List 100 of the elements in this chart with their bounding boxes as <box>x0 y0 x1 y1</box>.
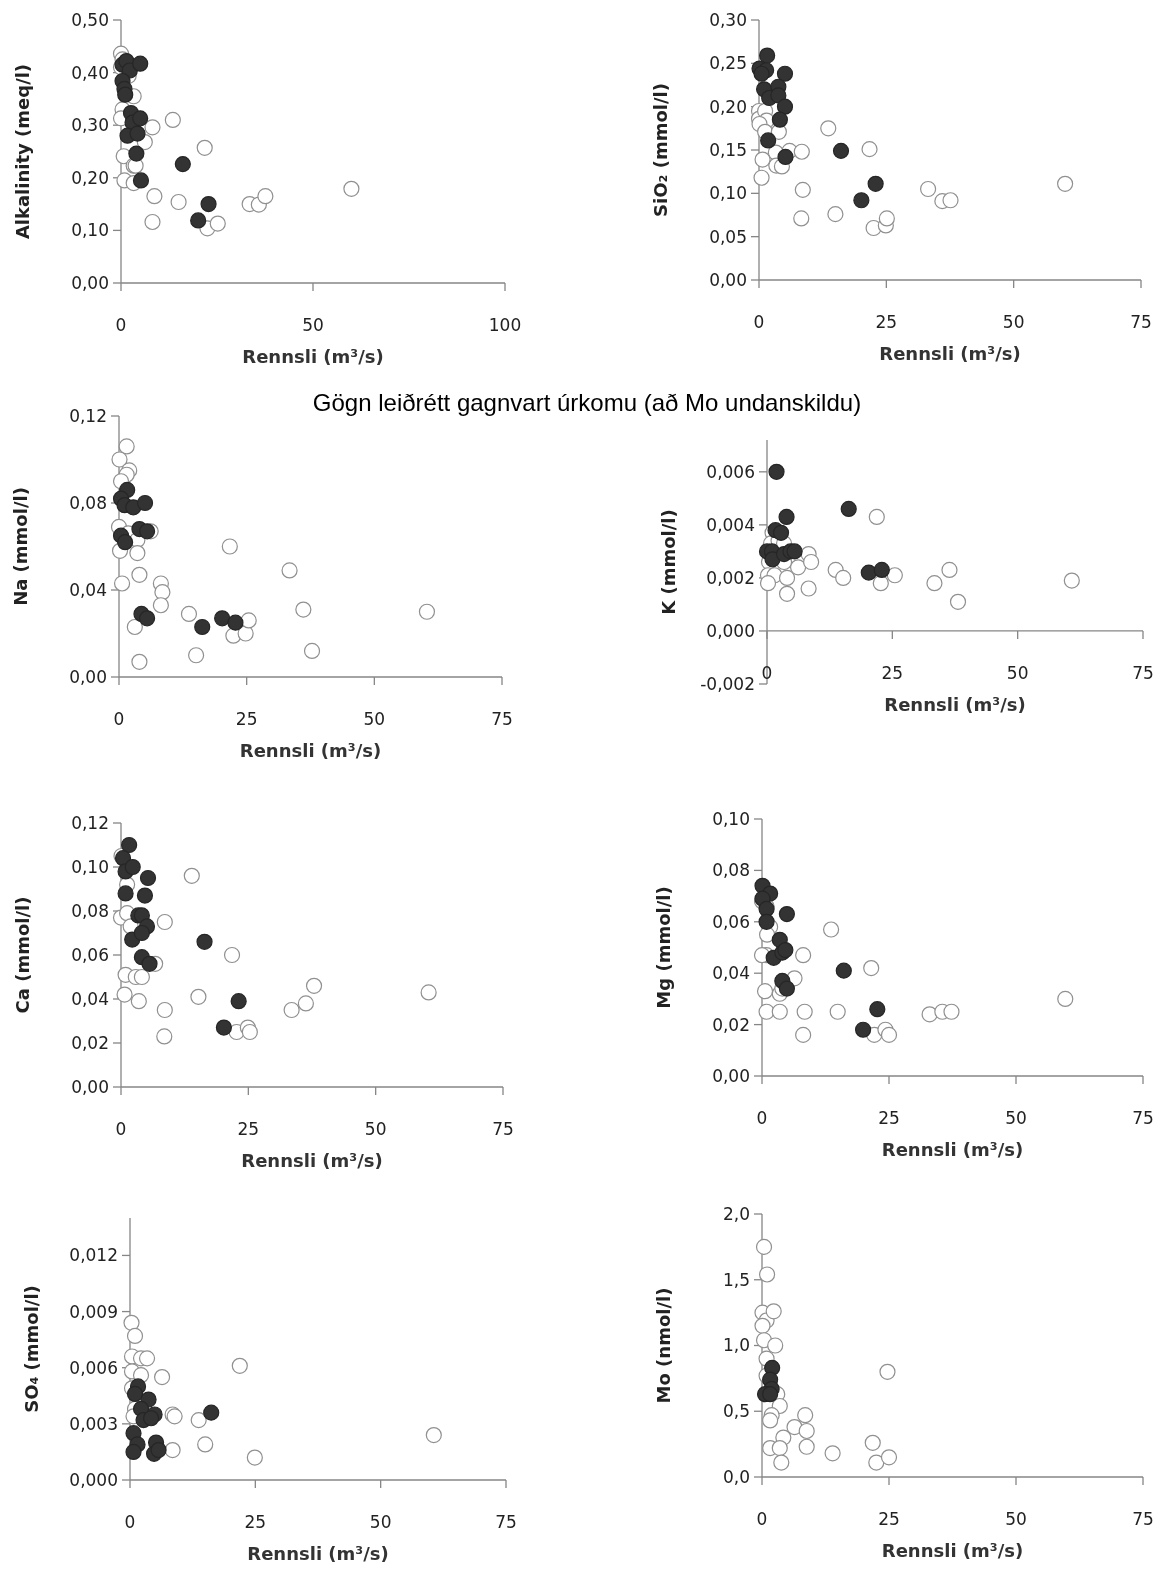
y-tick-label: 0,04 <box>712 963 750 984</box>
point <box>772 524 790 541</box>
y-tick-label: 0,25 <box>709 53 747 74</box>
point <box>1057 990 1074 1007</box>
x-tick-label: 50 <box>364 1119 387 1139</box>
y-axis-title: SO₄ (mmol/l) <box>21 1285 42 1413</box>
point <box>144 119 161 136</box>
point <box>131 566 148 583</box>
point <box>926 575 943 592</box>
point <box>305 977 323 994</box>
y-tick-label: 0,0 <box>722 1466 750 1487</box>
y-tick-label: 2,0 <box>722 1203 750 1224</box>
point <box>835 569 852 587</box>
point <box>196 139 213 156</box>
y-tick-label: 0,12 <box>71 812 109 833</box>
point <box>223 946 241 964</box>
y-tick-label: 0,04 <box>71 988 109 1009</box>
point <box>190 988 207 1005</box>
point <box>197 1436 214 1453</box>
x-tick-label: 25 <box>244 1512 267 1532</box>
y-tick-label: 0,20 <box>709 96 747 117</box>
x-tick-label: 0 <box>753 312 765 332</box>
point <box>878 210 895 227</box>
point <box>762 1386 779 1403</box>
point <box>920 180 937 198</box>
point <box>144 213 161 231</box>
x-tick-label: 75 <box>1132 662 1154 683</box>
x-tick-label: 0 <box>761 662 773 683</box>
point <box>240 612 257 629</box>
x-tick-label: 75 <box>491 709 513 729</box>
x-tick-label: 25 <box>881 662 904 683</box>
point <box>778 585 796 602</box>
point <box>794 181 811 198</box>
y-tick-label: 0,10 <box>71 856 109 877</box>
point <box>800 580 817 597</box>
point <box>767 1337 784 1354</box>
point <box>131 653 148 670</box>
point <box>753 65 770 82</box>
x-tick-label: 0 <box>115 1119 127 1139</box>
y-tick-label: 0,10 <box>71 220 109 241</box>
y-axis-title: Alkalinity (meq/l) <box>12 63 33 240</box>
point <box>754 1317 771 1334</box>
point <box>129 544 146 562</box>
point <box>214 610 231 627</box>
x-tick-label: 0 <box>756 1108 768 1128</box>
point <box>303 642 321 659</box>
point <box>824 1445 841 1462</box>
point <box>756 983 774 1000</box>
point <box>257 188 274 205</box>
point <box>418 603 436 620</box>
x-tick-label: 50 <box>363 709 386 729</box>
point <box>190 212 207 229</box>
x-tick-label: 0 <box>756 1509 768 1529</box>
point <box>768 463 785 480</box>
point <box>153 1368 171 1386</box>
point <box>154 584 171 601</box>
x-tick-label: 50 <box>1005 1509 1027 1529</box>
point <box>880 1449 898 1466</box>
point <box>789 559 807 576</box>
x-tick-label: 0 <box>124 1512 136 1532</box>
point <box>420 984 437 1001</box>
point <box>190 1412 207 1429</box>
y-tick-label: 0,30 <box>71 115 109 136</box>
point <box>753 169 770 186</box>
point <box>170 193 187 211</box>
point <box>778 980 795 997</box>
y-tick-label: 0,05 <box>709 226 747 247</box>
point <box>138 523 156 540</box>
x-tick-label: 25 <box>237 1119 260 1139</box>
y-axis-title: K (mmol/l) <box>658 509 679 615</box>
x-axis-title: Rennsli (m³/s) <box>247 1543 389 1564</box>
y-tick-label: 0,002 <box>706 567 755 588</box>
point <box>227 614 244 631</box>
x-tick-label: 50 <box>1006 662 1029 683</box>
point <box>1057 175 1074 192</box>
y-tick-label: 1,5 <box>722 1269 750 1290</box>
point <box>942 192 959 209</box>
point <box>771 111 788 128</box>
y-tick-label: 0,006 <box>69 1357 118 1378</box>
point <box>174 156 191 173</box>
x-axis-title: Rennsli (m³/s) <box>879 343 1021 364</box>
point <box>215 1019 232 1036</box>
point <box>776 65 794 82</box>
point <box>117 534 134 551</box>
x-axis-title: Rennsli (m³/s) <box>881 1139 1024 1160</box>
point <box>241 1023 258 1041</box>
y-tick-label: 0,08 <box>71 900 109 921</box>
point <box>164 1441 181 1459</box>
point <box>283 1001 300 1019</box>
x-tick-label: 0 <box>115 315 127 335</box>
x-axis-title: Rennsli (m³/s) <box>884 693 1026 715</box>
y-tick-label: 0,006 <box>706 461 755 482</box>
point <box>776 98 794 115</box>
point <box>770 87 787 104</box>
point <box>194 618 211 636</box>
point <box>829 1003 846 1020</box>
x-tick-label: 50 <box>1005 1108 1027 1128</box>
y-tick-label: 0,000 <box>706 620 755 641</box>
point <box>196 933 213 950</box>
point <box>164 111 181 129</box>
